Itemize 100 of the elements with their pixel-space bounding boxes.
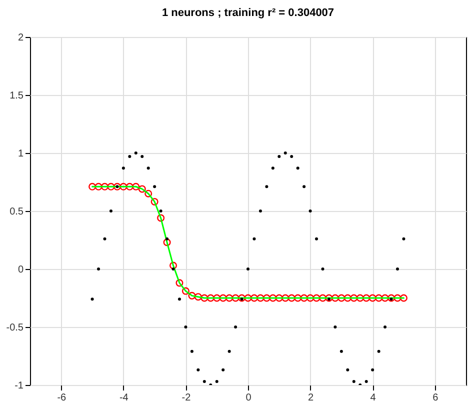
point <box>232 294 240 302</box>
point <box>271 166 274 170</box>
point <box>306 294 314 302</box>
point <box>265 185 268 188</box>
point <box>346 368 350 372</box>
point <box>120 182 128 190</box>
point <box>196 368 200 372</box>
point <box>166 237 169 240</box>
point <box>107 182 115 190</box>
point <box>146 166 150 170</box>
point <box>150 198 158 206</box>
point <box>269 294 277 302</box>
point <box>182 287 190 295</box>
point <box>356 294 364 302</box>
point <box>288 294 296 302</box>
point <box>226 294 234 302</box>
point <box>144 190 152 198</box>
point <box>325 294 333 302</box>
point <box>284 152 287 154</box>
point <box>396 268 399 270</box>
point <box>334 326 337 328</box>
point <box>371 368 374 372</box>
point <box>140 154 144 158</box>
point <box>90 298 94 301</box>
point <box>200 294 208 302</box>
point <box>132 182 140 190</box>
point <box>169 262 178 270</box>
point <box>394 294 402 302</box>
point <box>238 294 246 302</box>
point <box>368 294 376 302</box>
point <box>256 294 264 302</box>
point <box>246 268 250 270</box>
point <box>362 294 370 302</box>
y-tick-label: -0.5 <box>6 322 24 334</box>
point <box>100 182 109 190</box>
point <box>213 294 221 302</box>
point <box>194 293 202 301</box>
point <box>157 214 165 222</box>
point <box>400 294 408 302</box>
chart-title: 1 neurons ; training r² = 0.304007 <box>162 7 334 19</box>
point <box>190 350 194 353</box>
point <box>350 294 358 302</box>
point <box>364 380 368 384</box>
point <box>321 268 324 270</box>
point <box>312 294 320 302</box>
point <box>318 294 327 302</box>
point <box>375 294 383 302</box>
y-tick-label: -1 <box>14 380 24 392</box>
x-tick-label: 0 <box>246 392 252 404</box>
point <box>122 166 125 170</box>
point <box>308 210 312 212</box>
point <box>228 350 231 353</box>
point <box>234 326 238 328</box>
point <box>402 237 406 240</box>
x-tick-label: 4 <box>370 392 376 404</box>
point <box>184 326 188 328</box>
point <box>134 152 138 154</box>
point <box>290 154 294 158</box>
point <box>331 294 339 302</box>
point <box>338 294 346 302</box>
y-tick-label: 1 <box>18 148 24 160</box>
point <box>215 380 218 384</box>
point <box>109 210 112 212</box>
point <box>126 182 134 190</box>
point <box>219 294 227 302</box>
point <box>172 268 175 270</box>
point <box>138 185 146 193</box>
point <box>159 210 162 212</box>
point <box>278 154 281 158</box>
point <box>97 268 100 270</box>
point <box>176 279 184 287</box>
x-tick-label: 2 <box>308 392 314 404</box>
point <box>252 237 256 240</box>
point <box>244 294 252 302</box>
point <box>352 380 356 384</box>
point <box>250 294 258 302</box>
point <box>153 185 156 188</box>
point <box>296 166 300 170</box>
x-tick-label: -6 <box>57 392 67 404</box>
point <box>300 294 308 302</box>
point <box>340 350 343 353</box>
x-tick-label: 6 <box>432 392 439 404</box>
y-tick-label: 0.5 <box>10 206 24 218</box>
point <box>103 237 106 240</box>
point <box>128 154 132 158</box>
x-tick-label: -2 <box>182 392 192 404</box>
point <box>315 237 318 240</box>
point <box>88 182 96 190</box>
point <box>275 294 283 302</box>
y-tick-label: 2 <box>18 32 24 44</box>
point <box>94 182 102 190</box>
point <box>294 294 302 302</box>
point <box>163 238 171 246</box>
point <box>381 294 389 302</box>
point <box>377 350 380 353</box>
point <box>344 294 352 302</box>
point <box>384 326 387 328</box>
point <box>262 294 270 302</box>
point <box>387 294 396 302</box>
y-tick-label: 1.5 <box>10 90 24 102</box>
